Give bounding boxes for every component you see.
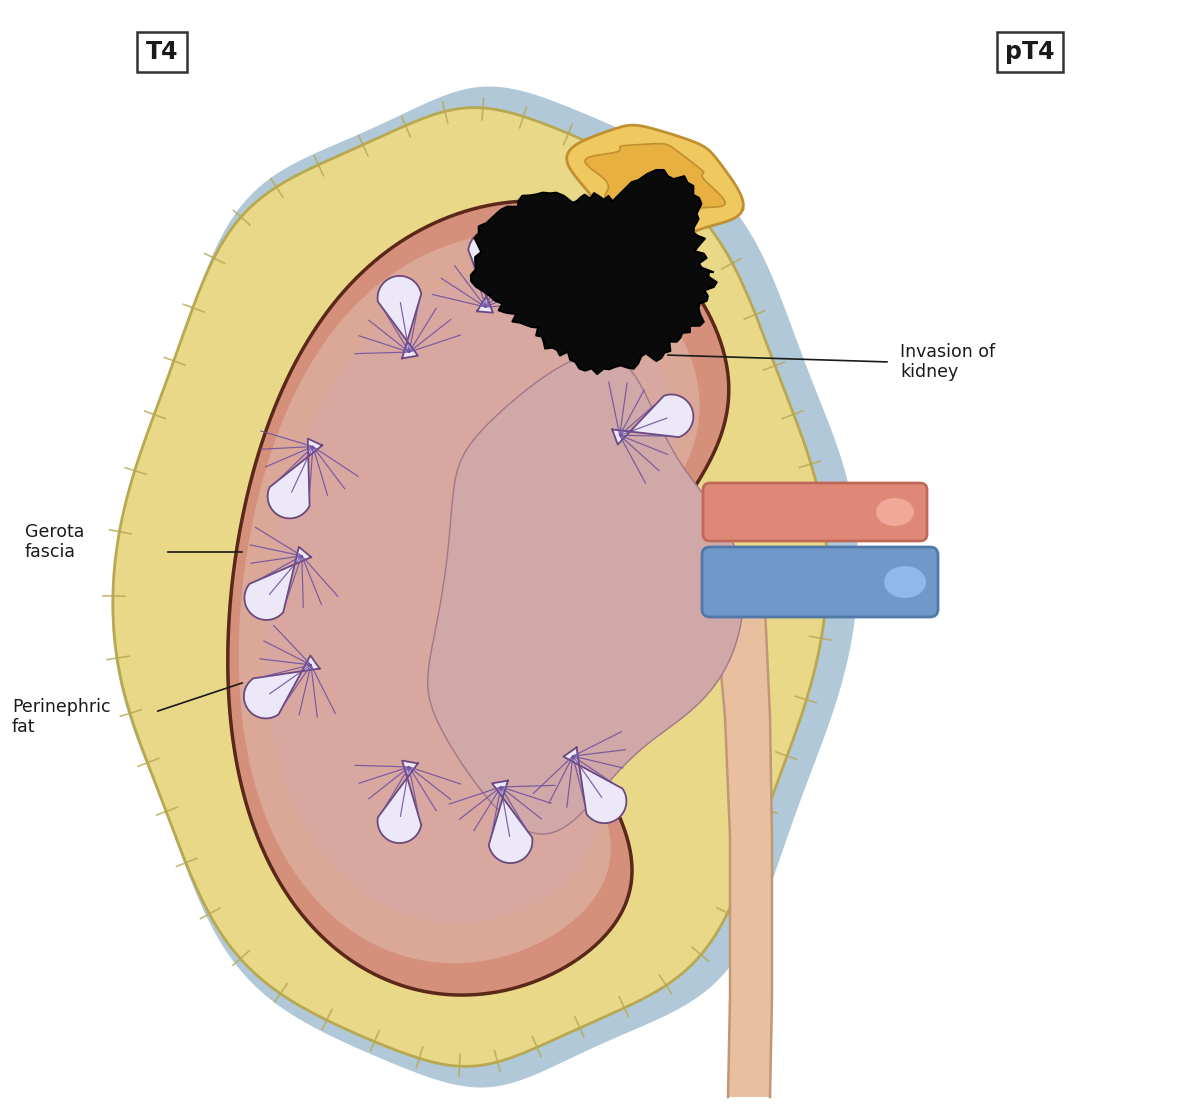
Polygon shape <box>549 266 612 342</box>
Polygon shape <box>715 607 772 1097</box>
Polygon shape <box>239 232 700 963</box>
Polygon shape <box>112 86 858 1088</box>
Polygon shape <box>470 170 716 374</box>
Polygon shape <box>710 485 920 540</box>
Polygon shape <box>113 107 827 1067</box>
Polygon shape <box>563 747 626 823</box>
Polygon shape <box>378 276 422 359</box>
Polygon shape <box>245 547 311 620</box>
Polygon shape <box>228 201 728 995</box>
Polygon shape <box>244 656 320 718</box>
Ellipse shape <box>884 566 925 598</box>
Text: Invasion of
kidney: Invasion of kidney <box>901 343 996 381</box>
Text: Perinephric
fat: Perinephric fat <box>12 698 110 736</box>
Text: pT4: pT4 <box>1005 40 1055 64</box>
Polygon shape <box>567 125 744 242</box>
Polygon shape <box>265 273 676 924</box>
Polygon shape <box>267 439 322 518</box>
Ellipse shape <box>876 498 914 526</box>
Text: T4: T4 <box>146 40 178 64</box>
Polygon shape <box>488 781 532 863</box>
Polygon shape <box>612 394 694 445</box>
Polygon shape <box>378 761 422 843</box>
Text: Gerota
fascia: Gerota fascia <box>25 523 84 562</box>
FancyBboxPatch shape <box>703 483 927 541</box>
Polygon shape <box>584 144 725 225</box>
Polygon shape <box>428 354 744 834</box>
FancyBboxPatch shape <box>702 547 939 617</box>
Polygon shape <box>468 230 512 313</box>
